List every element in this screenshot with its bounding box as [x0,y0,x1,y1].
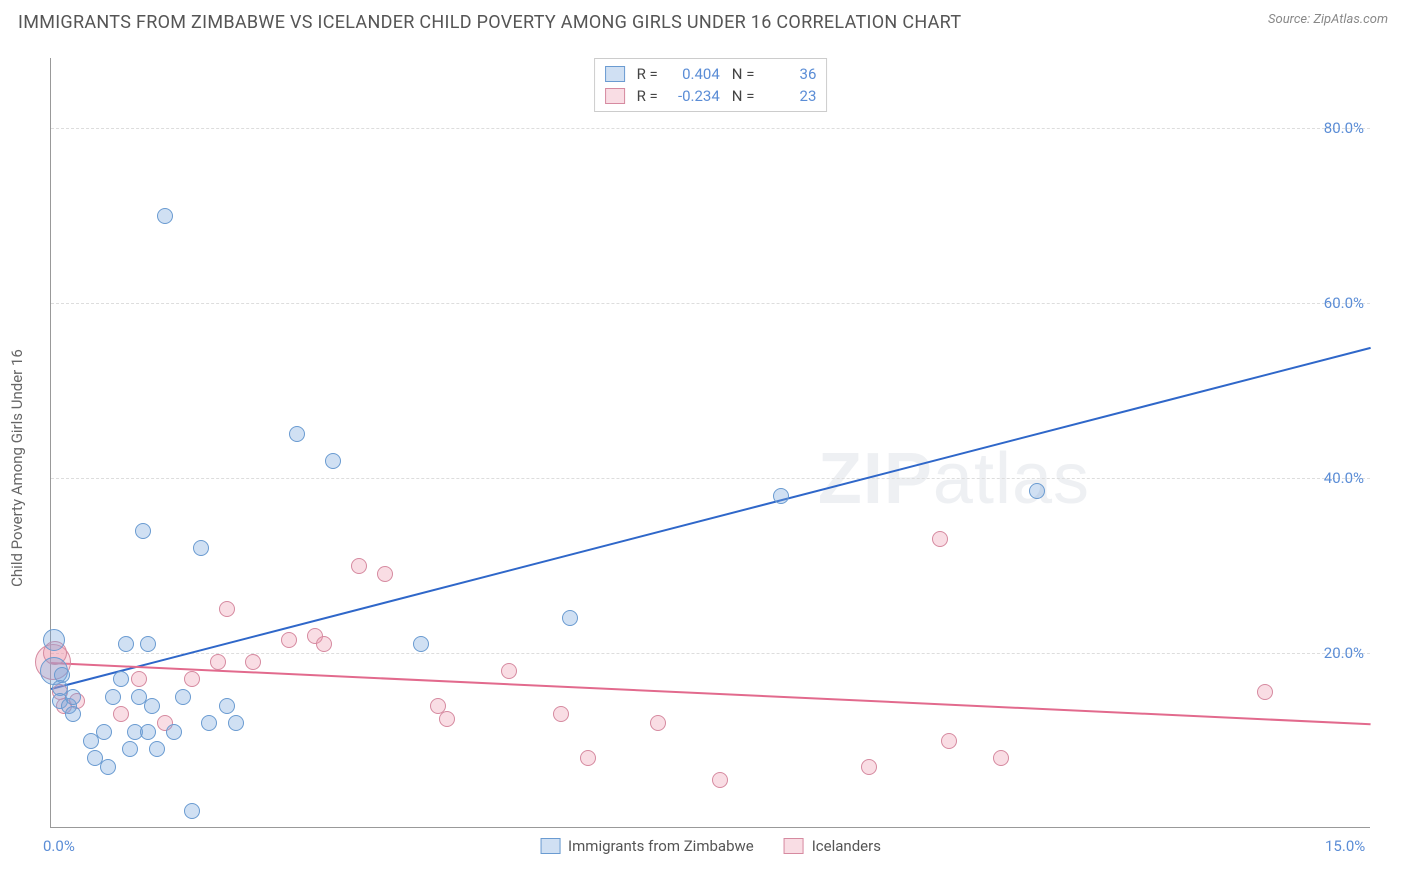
data-point-series1 [228,715,244,731]
chart-title: IMMIGRANTS FROM ZIMBABWE VS ICELANDER CH… [18,12,961,33]
legend-swatch-series2 [784,838,804,854]
trend-line [51,347,1371,690]
data-point-series1 [157,208,173,224]
y-tick-label: 60.0% [1324,294,1364,312]
y-tick-label: 80.0% [1324,119,1364,137]
data-point-series2 [219,601,235,617]
data-point-series1 [100,759,116,775]
gridline [51,128,1370,129]
header: IMMIGRANTS FROM ZIMBABWE VS ICELANDER CH… [0,0,1406,41]
chart-container: Child Poverty Among Girls Under 16 ZIPat… [0,48,1406,892]
legend-swatch-series1 [605,66,625,82]
data-point-series1 [166,724,182,740]
series-legend: Immigrants from Zimbabwe Icelanders [540,837,881,855]
legend-item-2: Icelanders [784,837,881,855]
legend-swatch-series1 [540,838,560,854]
source-prefix: Source: [1268,12,1313,27]
data-point-series2 [861,759,877,775]
data-point-series2 [993,750,1009,766]
legend-swatch-series2 [605,88,625,104]
data-point-series2 [439,711,455,727]
data-point-series2 [245,654,261,670]
legend-label: Immigrants from Zimbabwe [568,837,754,855]
data-point-series1 [201,715,217,731]
data-point-series1 [122,741,138,757]
source-link[interactable]: ZipAtlas.com [1313,12,1388,27]
data-point-series1 [184,803,200,819]
data-point-series1 [135,523,151,539]
data-point-series1 [54,667,70,683]
legend-label: Icelanders [812,837,881,855]
data-point-series1 [65,706,81,722]
gridline [51,303,1370,304]
data-point-series1 [144,698,160,714]
correlation-legend: R = 0.404 N = 36 R = -0.234 N = 23 [594,58,828,112]
data-point-series2 [712,772,728,788]
data-point-series2 [210,654,226,670]
x-tick-label: 15.0% [1325,837,1365,855]
data-point-series1 [289,426,305,442]
data-point-series1 [175,689,191,705]
data-point-series1 [118,636,134,652]
r-label: R = [637,85,658,107]
data-point-series1 [1029,483,1045,499]
legend-row-1: R = 0.404 N = 36 [605,63,817,85]
data-point-series2 [580,750,596,766]
data-point-series2 [1257,684,1273,700]
data-point-series1 [43,629,65,651]
data-point-series2 [501,663,517,679]
n-label: N = [732,85,755,107]
data-point-series1 [113,671,129,687]
legend-item-1: Immigrants from Zimbabwe [540,837,754,855]
gridline [51,478,1370,479]
x-tick-label: 0.0% [43,837,75,855]
data-point-series1 [325,453,341,469]
data-point-series2 [281,632,297,648]
data-point-series1 [193,540,209,556]
data-point-series1 [105,689,121,705]
data-point-series1 [562,610,578,626]
data-point-series1 [219,698,235,714]
data-point-series2 [316,636,332,652]
y-axis-label: Child Poverty Among Girls Under 16 [8,349,26,587]
data-point-series2 [650,715,666,731]
data-point-series2 [113,706,129,722]
y-tick-label: 20.0% [1324,644,1364,662]
n-value: 36 [760,63,816,85]
watermark-rest: atlas [933,439,1090,519]
data-point-series1 [65,689,81,705]
n-value: 23 [760,85,816,107]
data-point-series1 [140,636,156,652]
legend-row-2: R = -0.234 N = 23 [605,85,817,107]
y-tick-label: 40.0% [1324,469,1364,487]
data-point-series2 [941,733,957,749]
data-point-series1 [149,741,165,757]
n-label: N = [732,63,755,85]
data-point-series2 [351,558,367,574]
data-point-series2 [184,671,200,687]
data-point-series1 [773,488,789,504]
data-point-series2 [377,566,393,582]
r-label: R = [637,63,658,85]
data-point-series1 [413,636,429,652]
trend-line [51,662,1371,725]
data-point-series1 [140,724,156,740]
r-value: 0.404 [664,63,720,85]
data-point-series2 [553,706,569,722]
data-point-series2 [131,671,147,687]
watermark-bold: ZIP [818,439,933,519]
source-attribution: Source: ZipAtlas.com [1268,12,1388,27]
data-point-series1 [96,724,112,740]
plot-area: ZIPatlas R = 0.404 N = 36 R = -0.234 N =… [50,58,1370,828]
data-point-series2 [932,531,948,547]
r-value: -0.234 [664,85,720,107]
